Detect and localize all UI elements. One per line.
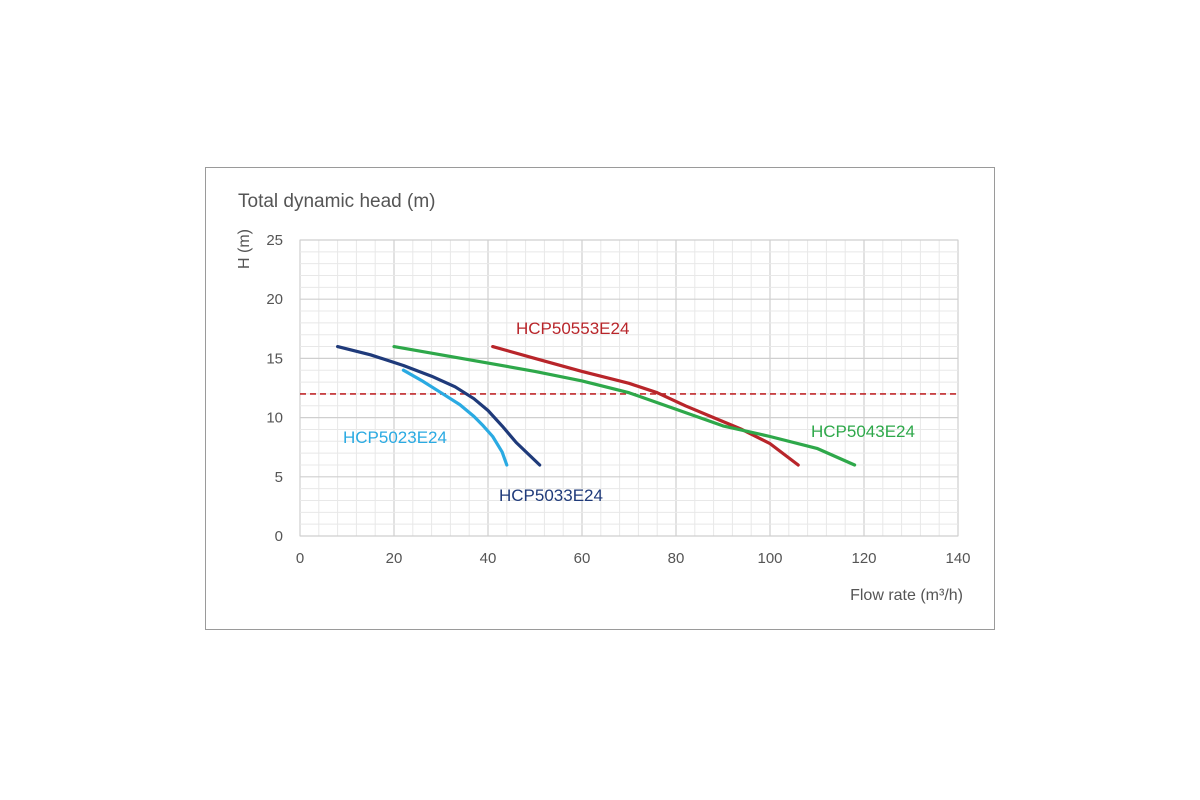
series-label: HCP5033E24 [499, 486, 603, 505]
y-tick-label: 5 [275, 469, 283, 486]
x-tick-label: 80 [668, 550, 685, 567]
grid [299, 239, 959, 537]
x-tick-label: 40 [480, 550, 497, 567]
y-tick-label: 10 [266, 410, 283, 427]
series-line [336, 345, 542, 467]
x-tick-label: 100 [757, 550, 782, 567]
series-line [491, 345, 800, 467]
series-label: HCP5043E24 [811, 422, 915, 441]
y-axis-label: H (m) [236, 229, 253, 269]
x-axis-label: Flow rate (m³/h) [850, 587, 963, 604]
series-labels: HCP50553E24 HCP5043E24 HCP5033E24 HCP5023E2… [343, 319, 915, 505]
y-tick-label: 20 [266, 291, 283, 308]
series-label: HCP5023E24 [343, 428, 447, 447]
x-tick-label: 120 [851, 550, 876, 567]
chart-title: Total dynamic head (m) [238, 191, 435, 212]
x-tick-label: 0 [296, 550, 304, 567]
y-tick-label: 15 [266, 350, 283, 367]
tick-labels: 0 20 40 60 80 100 120 140 0 5 10 15 20 25 [266, 232, 970, 567]
performance-chart: Total dynamic head (m) H (m) Flow rate (… [236, 191, 971, 604]
x-tick-label: 60 [574, 550, 591, 567]
x-tick-label: 140 [945, 550, 970, 567]
y-tick-label: 0 [275, 528, 283, 545]
series-lines [336, 345, 857, 467]
plot-area [299, 239, 959, 537]
y-tick-label: 25 [266, 232, 283, 249]
series-line [392, 345, 857, 467]
series-line [401, 368, 509, 467]
x-tick-label: 20 [386, 550, 403, 567]
series-label: HCP50553E24 [516, 319, 629, 338]
chart-frame: Total dynamic head (m) H (m) Flow rate (… [205, 167, 995, 630]
